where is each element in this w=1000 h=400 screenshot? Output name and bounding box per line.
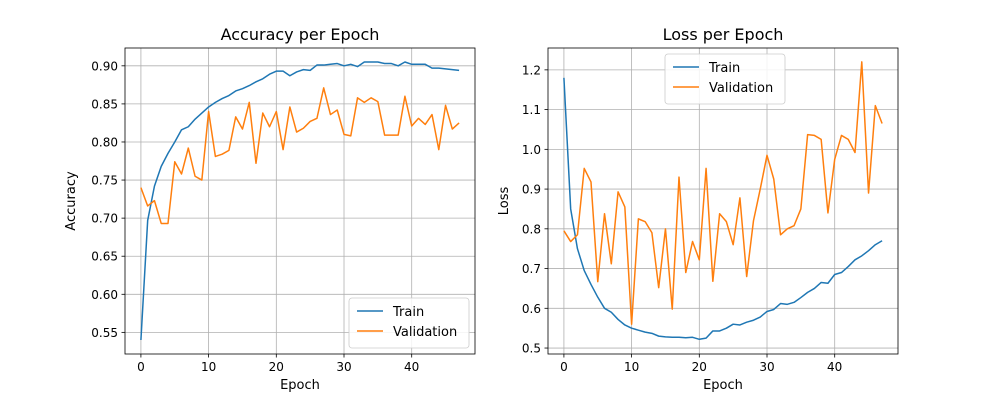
- x-tick-label: 0: [137, 360, 145, 374]
- x-axis-label: Epoch: [703, 378, 743, 393]
- accuracy-chart: 0 10 20 30 40 0.55 0.60 0.65 0.70 0.75 0.80 0.85 0.9…: [64, 25, 476, 393]
- series-line-train: [563, 77, 883, 341]
- y-tick-label: 0.9: [522, 183, 541, 197]
- x-tick-label: 30: [759, 360, 774, 374]
- y-tick-label: 0.6: [522, 302, 541, 316]
- plot-frame: [124, 47, 476, 355]
- x-tick-label: 40: [827, 360, 842, 374]
- grid-lines: [125, 48, 475, 354]
- series-line-validation: [563, 61, 883, 325]
- x-tick-label: 30: [336, 360, 351, 374]
- y-tick-label: 0.80: [91, 135, 118, 149]
- x-tick-label: 40: [404, 360, 419, 374]
- legend-label-train: Train: [392, 305, 424, 320]
- y-tick-label: 0.5: [522, 342, 541, 356]
- series-line-validation: [140, 87, 460, 225]
- y-tick-label: 0.90: [91, 59, 118, 73]
- x-axis-label: Epoch: [280, 378, 320, 393]
- legend-label-train: Train: [708, 61, 740, 76]
- y-axis-label: Loss: [497, 187, 512, 216]
- x-tick-label: 10: [624, 360, 639, 374]
- y-tick-label: 0.7: [522, 262, 541, 276]
- y-tick-label: 0.85: [91, 97, 118, 111]
- x-tick-label: 0: [560, 360, 568, 374]
- y-axis-label: Accuracy: [64, 171, 79, 231]
- x-tick-label: 20: [692, 360, 707, 374]
- x-tick-label: 20: [269, 360, 284, 374]
- legend: Train Validation: [348, 297, 470, 349]
- y-tick-label: 0.70: [91, 212, 118, 226]
- chart-title: Accuracy per Epoch: [221, 25, 380, 44]
- legend-label-validation: Validation: [709, 81, 773, 96]
- chart-title: Loss per Epoch: [663, 25, 784, 44]
- series-line-train: [140, 61, 460, 341]
- y-tick-label: 0.65: [91, 250, 118, 264]
- y-tick-label: 1.2: [522, 63, 541, 77]
- y-tick-label: 0.55: [91, 326, 118, 340]
- y-tick-label: 0.75: [91, 174, 118, 188]
- plot-frame: [547, 47, 899, 355]
- y-tick-label: 0.60: [91, 288, 118, 302]
- legend-label-validation: Validation: [393, 325, 457, 340]
- loss-chart: 0 10 20 30 40 0.5 0.6 0.7 0.8 0.9 1.0 1.1 1.2 Loss pe…: [497, 25, 899, 393]
- y-tick-label: 0.8: [522, 222, 541, 236]
- y-tick-label: 1.0: [522, 143, 541, 157]
- x-tick-label: 10: [201, 360, 216, 374]
- y-tick-label: 1.1: [522, 103, 541, 117]
- legend: Train Validation: [664, 53, 786, 105]
